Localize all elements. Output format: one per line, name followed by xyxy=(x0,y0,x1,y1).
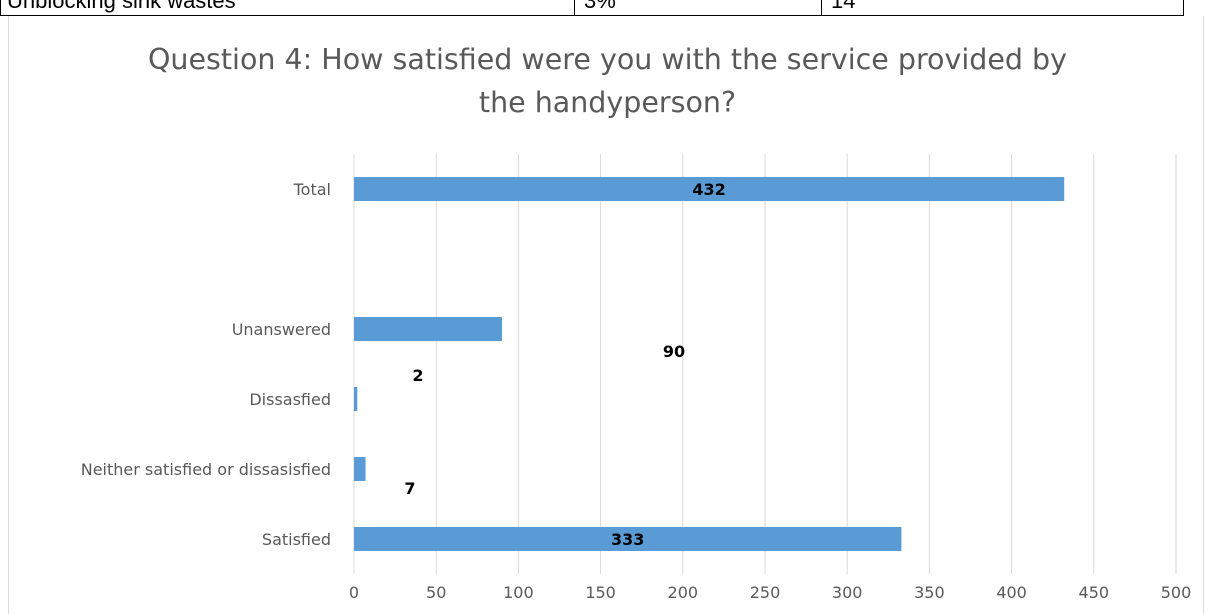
x-axis-ticks: 0 50 100 150 200 250 300 350 400 450 500 xyxy=(349,583,1191,602)
data-label: 432 xyxy=(692,180,725,199)
chart-frame-left xyxy=(8,16,9,614)
table-cell-count: 14 xyxy=(831,0,856,13)
bar xyxy=(354,177,1065,201)
bar xyxy=(354,457,366,481)
x-tick-label: 250 xyxy=(750,583,781,602)
bar xyxy=(354,527,902,551)
chart-frame-right xyxy=(1203,16,1204,614)
category-label: Satisfied xyxy=(262,530,331,549)
table-row-partial: Unblocking sink wastes 3% 14 xyxy=(0,0,1184,16)
data-labels: 432 90 2 7 333 xyxy=(404,180,725,549)
x-tick-label: 300 xyxy=(832,583,863,602)
chart-title: Question 4: How satisfied were you with … xyxy=(147,43,1068,119)
data-label: 7 xyxy=(404,479,415,498)
data-label: 2 xyxy=(412,366,423,385)
x-tick-label: 350 xyxy=(914,583,945,602)
x-tick-label: 400 xyxy=(996,583,1027,602)
category-labels: Total Unanswered Dissasfied Neither satisfi… xyxy=(81,180,331,549)
table-cell-service: Unblocking sink wastes xyxy=(7,0,236,13)
x-tick-label: 450 xyxy=(1079,583,1110,602)
x-tick-label: 150 xyxy=(585,583,616,602)
x-tick-label: 50 xyxy=(426,583,446,602)
x-tick-label: 100 xyxy=(503,583,534,602)
category-label: Unanswered xyxy=(232,320,331,339)
x-tick-label: 500 xyxy=(1161,583,1192,602)
category-label: Total xyxy=(293,180,331,199)
category-label: Dissasfied xyxy=(249,390,331,409)
data-label: 333 xyxy=(611,530,644,549)
bar xyxy=(354,387,358,411)
table-divider xyxy=(574,0,575,15)
category-label: Neither satisfied or dissasisfied xyxy=(81,460,331,479)
x-tick-label: 0 xyxy=(349,583,359,602)
x-tick-label: 200 xyxy=(668,583,699,602)
gridlines xyxy=(353,154,1177,574)
bar xyxy=(354,317,502,341)
bars xyxy=(354,177,1065,551)
table-cell-percent: 3% xyxy=(584,0,616,13)
data-label: 90 xyxy=(663,342,685,361)
table-divider xyxy=(821,0,822,15)
